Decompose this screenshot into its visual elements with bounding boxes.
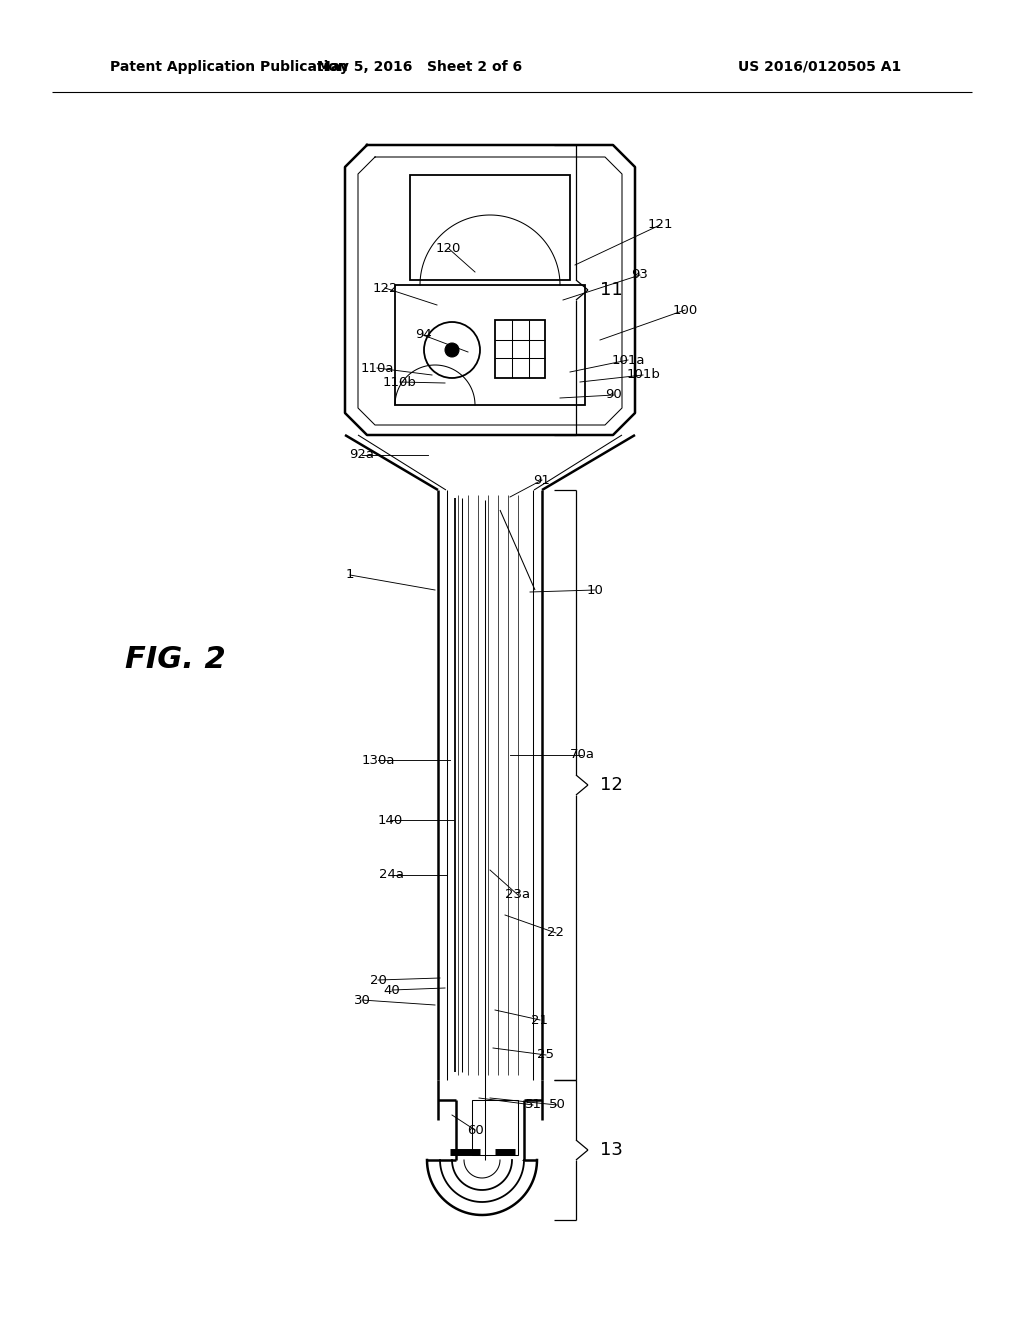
Text: 21: 21 [531, 1014, 549, 1027]
Text: 10: 10 [587, 583, 603, 597]
Text: 40: 40 [384, 983, 400, 997]
Text: Patent Application Publication: Patent Application Publication [110, 59, 348, 74]
Text: 140: 140 [378, 813, 402, 826]
Text: 25: 25 [538, 1048, 555, 1061]
Circle shape [445, 343, 459, 356]
Text: 130a: 130a [361, 754, 394, 767]
Text: 120: 120 [435, 242, 461, 255]
Text: May 5, 2016   Sheet 2 of 6: May 5, 2016 Sheet 2 of 6 [317, 59, 522, 74]
Text: 60: 60 [467, 1123, 483, 1137]
Text: 30: 30 [353, 994, 371, 1006]
Text: 24a: 24a [380, 869, 404, 882]
Text: 91: 91 [534, 474, 551, 487]
Text: 13: 13 [600, 1140, 623, 1159]
Bar [395, 285, 585, 405]
Text: 121: 121 [647, 219, 673, 231]
Text: 92a: 92a [349, 449, 375, 462]
Text: 110a: 110a [360, 362, 394, 375]
Text: 50: 50 [549, 1098, 565, 1111]
Text: 23a: 23a [506, 888, 530, 902]
Text: 1: 1 [346, 569, 354, 582]
Text: 20: 20 [370, 974, 386, 986]
Text: 122: 122 [373, 281, 397, 294]
Text: 11: 11 [600, 281, 623, 300]
Text: 51: 51 [524, 1098, 542, 1111]
Text: 101b: 101b [626, 368, 659, 381]
Text: US 2016/0120505 A1: US 2016/0120505 A1 [738, 59, 901, 74]
Text: 90: 90 [605, 388, 623, 401]
Bar [472, 1100, 518, 1155]
Text: 100: 100 [673, 304, 697, 317]
Text: 93: 93 [632, 268, 648, 281]
Text: 12: 12 [600, 776, 623, 795]
Text: 94: 94 [415, 329, 431, 342]
Text: 101a: 101a [611, 354, 645, 367]
Bar [410, 176, 570, 280]
Text: 70a: 70a [569, 748, 595, 762]
Text: 22: 22 [548, 927, 564, 940]
Text: 110b: 110b [383, 375, 417, 388]
Text: FIG. 2: FIG. 2 [125, 645, 225, 675]
Bar [495, 319, 545, 378]
